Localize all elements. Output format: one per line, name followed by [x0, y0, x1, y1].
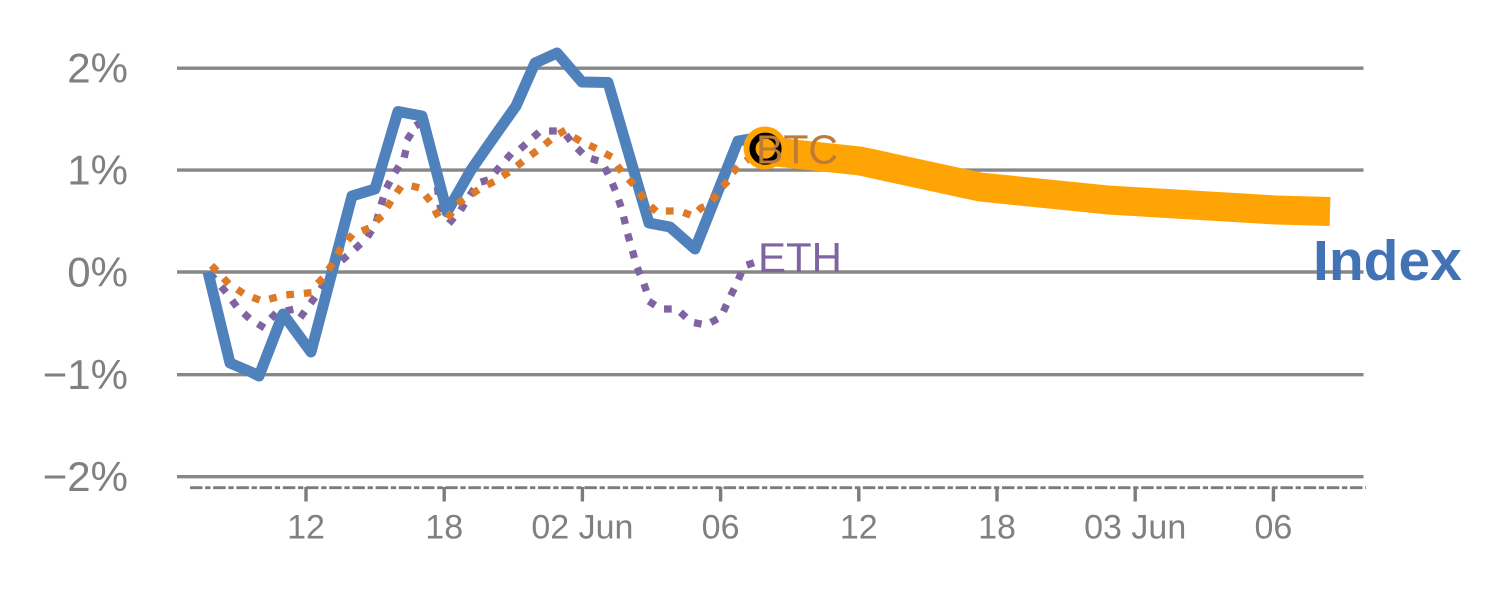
- svg-text:1%: 1%: [67, 147, 128, 194]
- svg-text:12: 12: [287, 509, 325, 547]
- svg-text:ETH: ETH: [758, 234, 842, 281]
- svg-text:18: 18: [978, 509, 1016, 547]
- svg-text:02 Jun: 02 Jun: [531, 509, 633, 547]
- svg-text:−1%: −1%: [43, 351, 128, 398]
- svg-text:2%: 2%: [67, 45, 128, 92]
- svg-text:03 Jun: 03 Jun: [1084, 509, 1186, 547]
- svg-text:BTC: BTC: [756, 127, 838, 173]
- svg-text:Index: Index: [1313, 229, 1462, 293]
- svg-text:18: 18: [425, 509, 463, 547]
- svg-text:12: 12: [840, 509, 878, 547]
- svg-text:0%: 0%: [67, 249, 128, 296]
- svg-text:06: 06: [702, 509, 740, 547]
- svg-text:−2%: −2%: [43, 453, 128, 500]
- svg-text:06: 06: [1254, 509, 1292, 547]
